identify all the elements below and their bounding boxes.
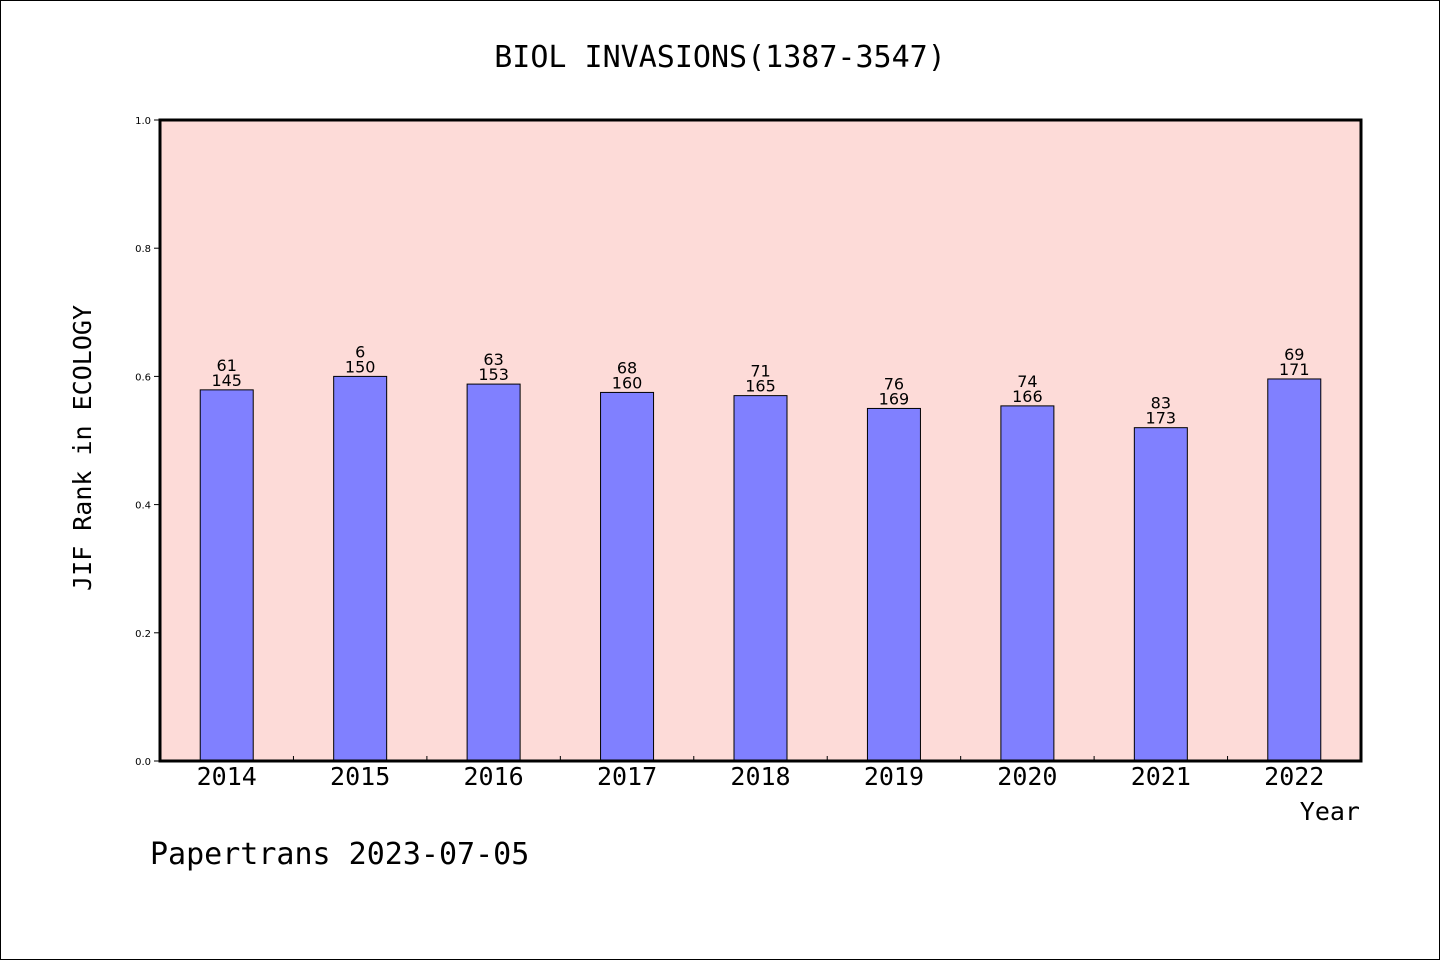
plot-border [158, 118, 1363, 763]
bar-rank-label: 83 [1151, 394, 1171, 413]
chart-title: BIOL INVASIONS(1387-3547) [494, 40, 946, 75]
x-axis: 2014 2015 2016 2017 2018 2019 2020 2021 2022 [197, 756, 1324, 791]
bar [1267, 378, 1322, 762]
bar-total-label: 153 [478, 365, 509, 384]
x-tick-label: 2018 [730, 762, 790, 791]
bar-total-label: 166 [1012, 387, 1043, 406]
bar-rank-label: 71 [750, 362, 770, 381]
x-tick-label: 2015 [330, 762, 390, 791]
y-tick-label: 0.6 [135, 372, 151, 383]
bar-rank-label: 76 [884, 374, 904, 393]
y-axis-label: JIF Rank in ECOLOGY [68, 305, 97, 591]
x-axis-label: Year [1300, 797, 1360, 826]
bar [466, 383, 521, 762]
bar-total-label: 150 [345, 357, 376, 376]
y-tick-label: 0.8 [135, 244, 151, 255]
bar [199, 389, 254, 762]
y-tick-label: 0.0 [135, 757, 151, 768]
bar-rank-label: 69 [1284, 345, 1304, 364]
bar-total-label: 165 [745, 377, 776, 396]
bar-rank-label: 68 [617, 358, 637, 377]
bar-total-label: 169 [879, 389, 910, 408]
bar [866, 407, 921, 762]
x-tick-label: 2020 [997, 762, 1057, 791]
y-tick-label: 1.0 [135, 116, 151, 127]
x-tick-label: 2016 [464, 762, 524, 791]
bar [1133, 427, 1188, 762]
bar [733, 395, 788, 762]
bar-total-label: 173 [1146, 409, 1177, 428]
bar-rank-label: 63 [483, 350, 503, 369]
bar [333, 375, 388, 762]
bar-rank-label: 74 [1017, 372, 1037, 391]
x-tick-label: 2019 [864, 762, 924, 791]
y-tick-label: 0.2 [135, 629, 151, 640]
footer-credit: Papertrans 2023-07-05 [150, 837, 529, 872]
bar-rank-label: 61 [217, 356, 237, 375]
bar-rank-label: 6 [355, 342, 365, 361]
x-tick-label: 2014 [197, 762, 257, 791]
bar-total-label: 171 [1279, 360, 1310, 379]
bar-total-label: 160 [612, 373, 643, 392]
x-tick-label: 2017 [597, 762, 657, 791]
x-tick-label: 2021 [1131, 762, 1191, 791]
y-axis: 0.0 0.2 0.4 0.6 0.8 1.0 [135, 116, 160, 768]
bar-total-label: 145 [211, 371, 242, 390]
bar [1000, 405, 1055, 762]
bar [600, 391, 655, 762]
y-tick-label: 0.4 [135, 501, 151, 512]
x-tick-label: 2022 [1264, 762, 1324, 791]
